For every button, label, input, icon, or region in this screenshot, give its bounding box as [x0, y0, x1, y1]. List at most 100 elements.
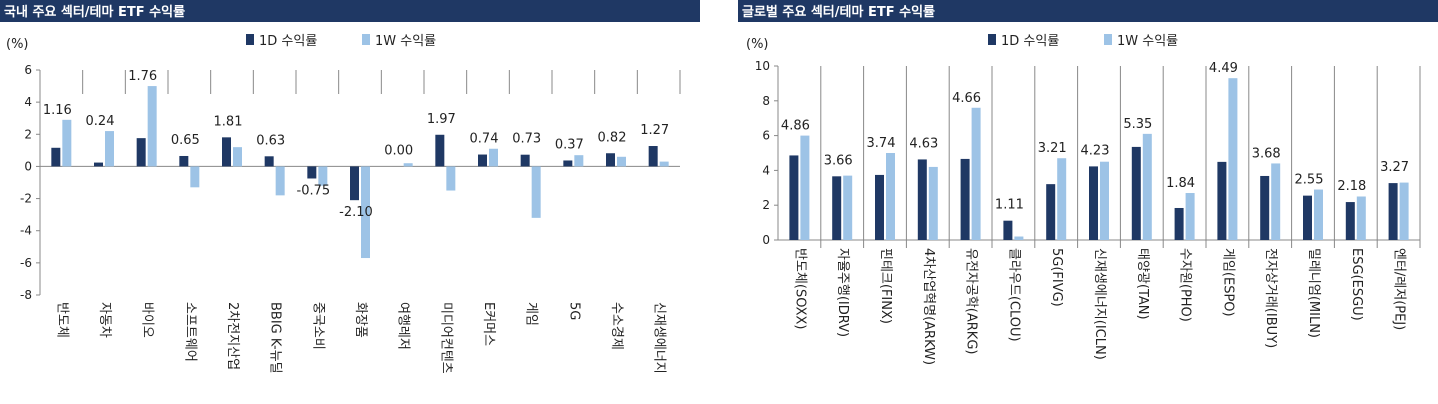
bar-1d	[521, 155, 530, 167]
bar-1d	[1175, 208, 1184, 240]
category-label: 소프트웨어	[182, 302, 197, 362]
bar-1w	[574, 155, 583, 166]
category-label: 2차전지산업	[225, 302, 240, 370]
category-label: 신재생에너지	[652, 302, 667, 374]
y-tick-label: 2	[762, 198, 770, 212]
y-tick-label: -2	[20, 192, 32, 206]
y-tick-label: 8	[762, 94, 770, 108]
legend-swatch-1d	[988, 34, 996, 45]
category-label: 여행레저	[396, 302, 412, 350]
bar-1d	[222, 137, 231, 166]
bar-1d	[832, 176, 841, 240]
data-label-1d: 1.11	[995, 198, 1024, 213]
bar-1w	[1014, 237, 1023, 240]
category-label: 핀테크(FINX)	[878, 248, 893, 324]
bar-1d	[649, 146, 658, 166]
bar-1w	[233, 147, 242, 166]
data-label-1d: 0.63	[256, 133, 285, 148]
bar-1d	[137, 138, 146, 166]
data-label-1d: 3.68	[1252, 146, 1281, 161]
data-label-1d: 3.27	[1380, 160, 1409, 175]
category-label: 반도체(SOXX)	[792, 248, 807, 330]
category-label: 4차산업혁명(ARKW)	[921, 248, 936, 365]
category-label: 신재생에너지(ICLN)	[1092, 248, 1107, 360]
y-tick-label: 0	[762, 233, 770, 247]
bar-1d	[918, 159, 927, 240]
category-label: ESG(ESGU)	[1349, 248, 1364, 321]
bar-1d	[1217, 162, 1226, 240]
legend-swatch-1w	[362, 34, 370, 45]
legend-label-1d: 1D 수익률	[1001, 34, 1059, 49]
data-label-1d: 0.24	[86, 114, 115, 129]
bar-1w	[1100, 162, 1109, 240]
bar-1d	[563, 160, 572, 166]
y-tick-label: 6	[24, 63, 32, 77]
category-label: 밀레니엄(MILN)	[1306, 248, 1321, 338]
y-tick-label: 4	[762, 163, 770, 177]
data-label-1d: 2.55	[1295, 173, 1324, 188]
bar-1w	[62, 120, 71, 167]
bar-1w	[1271, 163, 1280, 240]
data-label-1d: -2.10	[339, 205, 373, 220]
data-label-1d: 5.35	[1123, 117, 1152, 132]
y-tick-label: -6	[20, 256, 32, 270]
data-label-1d: 4.49	[1209, 61, 1238, 76]
category-label: E커머스	[481, 302, 496, 346]
bar-1w	[1400, 183, 1409, 240]
bar-1d	[1346, 202, 1355, 240]
data-label-1d: 0.00	[384, 143, 413, 158]
legend-swatch-1d	[246, 34, 254, 45]
data-label-1d: 0.82	[598, 130, 627, 145]
bar-1w	[929, 167, 938, 240]
category-label: 태양광(TAN)	[1135, 248, 1150, 320]
bar-1d	[478, 155, 487, 167]
bar-1w	[532, 166, 541, 217]
y-tick-label: 10	[755, 59, 770, 73]
category-label: 자동차	[97, 302, 112, 338]
bar-1d	[961, 159, 970, 240]
bar-1w	[1057, 158, 1066, 240]
bar-1w	[446, 166, 455, 190]
category-label: 5G	[566, 302, 581, 320]
category-label: 화장품	[353, 302, 368, 338]
bar-1d	[1132, 147, 1141, 240]
bar-1w	[1186, 193, 1195, 240]
legend-swatch-1w	[1104, 34, 1112, 45]
bar-1d	[1089, 166, 1098, 240]
data-label-1d: 1.97	[427, 112, 456, 127]
data-label-1d: 0.74	[470, 132, 499, 147]
category-label: 바이오	[140, 302, 155, 338]
data-label-1d: 3.66	[824, 153, 853, 168]
bar-1d	[1046, 184, 1055, 240]
category-label: 전자상거래(IBUY)	[1263, 248, 1278, 348]
bar-1w	[148, 86, 157, 166]
y-tick-label: -8	[20, 288, 32, 302]
bar-1w	[972, 108, 981, 240]
bar-1w	[800, 136, 809, 240]
y-tick-label: 2	[24, 127, 32, 141]
data-label-1d: 0.65	[171, 133, 200, 148]
category-label: 유전자공학(ARKG)	[964, 248, 979, 354]
data-label-1d: 1.76	[128, 69, 157, 84]
category-label: 5G(FIVG)	[1049, 248, 1064, 307]
data-label-1d: 3.74	[867, 136, 896, 151]
bar-1d	[875, 175, 884, 240]
category-label: 게임(ESPO)	[1220, 248, 1235, 317]
bar-1d	[1260, 176, 1269, 240]
bar-1w	[1314, 190, 1323, 240]
bar-1d	[265, 156, 274, 166]
bar-1d	[1303, 196, 1312, 240]
bar-1d	[51, 148, 60, 167]
data-label-1d: 1.16	[43, 103, 72, 118]
data-label-1d: 3.21	[1038, 141, 1067, 156]
bar-1w	[190, 166, 199, 187]
bar-1d	[789, 155, 798, 240]
data-label-1d: 4.86	[781, 119, 810, 134]
data-label-1d: 4.66	[952, 91, 981, 106]
data-label-1d: 1.81	[214, 114, 243, 129]
category-label: 미디어컨텐츠	[438, 302, 453, 374]
bar-1w	[617, 157, 626, 167]
